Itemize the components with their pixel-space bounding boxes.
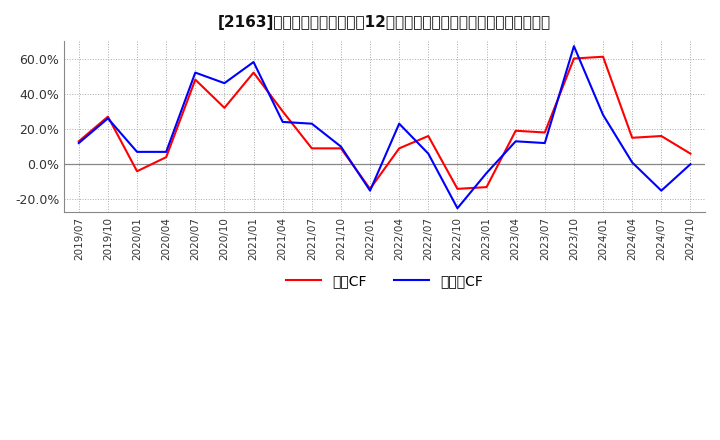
フリーCF [132, 149, 141, 154]
営業CF [132, 169, 141, 174]
フリーCF [482, 170, 491, 176]
営業CF [162, 154, 171, 160]
営業CF [686, 151, 695, 156]
営業CF [541, 130, 549, 135]
営業CF [511, 128, 520, 133]
フリーCF [657, 188, 665, 193]
フリーCF [628, 160, 636, 165]
営業CF [249, 70, 258, 75]
営業CF [191, 77, 199, 82]
フリーCF [395, 121, 403, 126]
Legend: 営業CF, フリーCF: 営業CF, フリーCF [281, 268, 489, 293]
営業CF [307, 146, 316, 151]
フリーCF [599, 112, 608, 117]
フリーCF [104, 116, 112, 121]
営業CF [482, 184, 491, 190]
営業CF [570, 56, 578, 61]
フリーCF [220, 81, 229, 86]
Title: [2163]　キャッシュフローの12か月移動合計の対前年同期増減率の推移: [2163] キャッシュフローの12か月移動合計の対前年同期増減率の推移 [218, 15, 552, 30]
営業CF [395, 146, 403, 151]
営業CF [74, 139, 83, 144]
フリーCF [337, 144, 346, 149]
営業CF [104, 114, 112, 119]
営業CF [628, 135, 636, 140]
営業CF [337, 146, 346, 151]
フリーCF [279, 119, 287, 125]
営業CF [279, 109, 287, 114]
フリーCF [511, 139, 520, 144]
フリーCF [307, 121, 316, 126]
フリーCF [366, 188, 374, 193]
営業CF [657, 133, 665, 139]
フリーCF [541, 140, 549, 146]
営業CF [424, 133, 433, 139]
営業CF [366, 186, 374, 191]
営業CF [453, 186, 462, 191]
営業CF [599, 54, 608, 59]
Line: フリーCF: フリーCF [78, 46, 690, 208]
フリーCF [424, 151, 433, 156]
フリーCF [453, 205, 462, 211]
フリーCF [191, 70, 199, 75]
Line: 営業CF: 営業CF [78, 57, 690, 189]
営業CF [220, 105, 229, 110]
フリーCF [570, 44, 578, 49]
フリーCF [74, 140, 83, 146]
フリーCF [686, 161, 695, 167]
フリーCF [249, 59, 258, 65]
フリーCF [162, 149, 171, 154]
